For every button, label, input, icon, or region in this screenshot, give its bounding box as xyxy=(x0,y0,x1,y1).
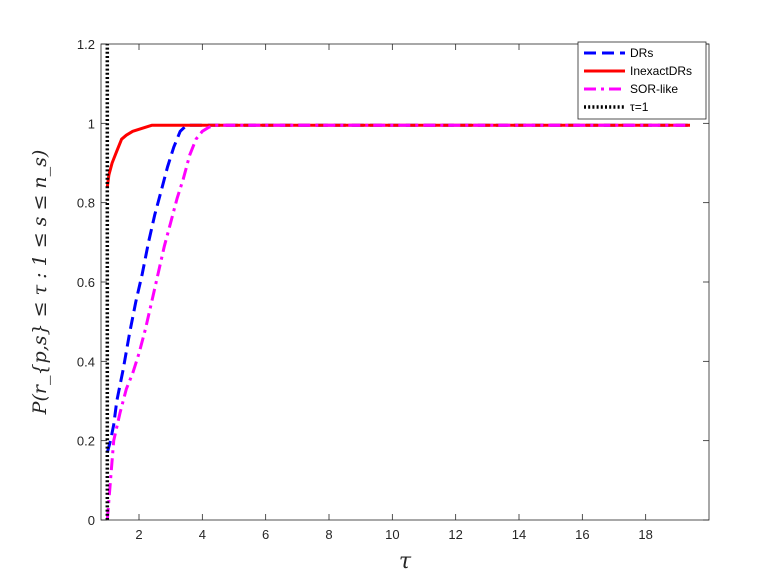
y-tick-label: 0.8 xyxy=(77,196,95,211)
legend-label-0: DRs xyxy=(630,46,653,60)
y-tick-label: 1 xyxy=(88,116,95,131)
y-tick-label: 0.2 xyxy=(77,434,95,449)
legend-box xyxy=(577,41,707,120)
x-axis-label: τ xyxy=(399,549,412,574)
series-line-1 xyxy=(105,123,690,187)
y-tick-label: 0 xyxy=(88,513,95,528)
x-tick-label: 6 xyxy=(262,527,269,542)
plot-background xyxy=(101,44,709,520)
x-tick-label: 14 xyxy=(512,527,526,542)
y-tick-label: 1.2 xyxy=(77,37,95,52)
series-layer xyxy=(105,44,690,521)
x-tick-label: 2 xyxy=(135,527,142,542)
x-tick-label: 8 xyxy=(325,527,332,542)
x-tick-label: 10 xyxy=(385,527,399,542)
x-tick-label: 4 xyxy=(199,527,206,542)
legend-label-1: InexactDRs xyxy=(630,64,692,78)
series-line-2 xyxy=(105,123,690,521)
axes-layer: 2 4 6 8 10 12 14 16 18 0 0.2 0.4 0.6 0.8 1 1.2 xyxy=(77,37,710,542)
x-tick-label: 18 xyxy=(638,527,652,542)
x-tick-label: 12 xyxy=(448,527,462,542)
legend: DRs InexactDRs SOR-like τ=1 xyxy=(577,41,707,120)
x-tick-label: 16 xyxy=(575,527,589,542)
y-tick-label: 0.4 xyxy=(77,354,95,369)
legend-label-2: SOR-like xyxy=(630,82,678,96)
plot-area xyxy=(101,44,709,520)
legend-label-3: τ=1 xyxy=(630,100,649,114)
y-tick-label: 0.6 xyxy=(77,275,95,290)
y-axis-label: P(r_{p,s} ≤ τ : 1 ≤ s ≤ n_s) xyxy=(29,150,51,416)
